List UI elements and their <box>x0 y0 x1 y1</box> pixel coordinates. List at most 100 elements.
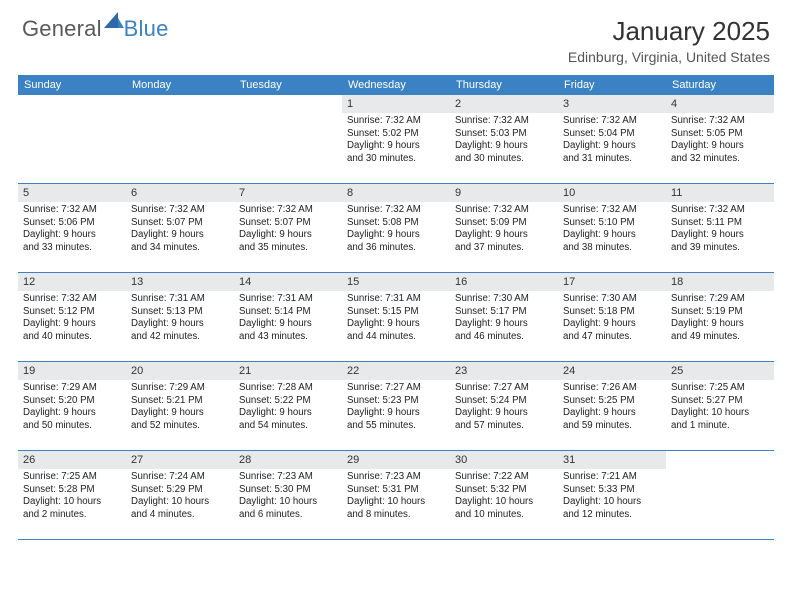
detail-line: Daylight: 9 hours <box>131 407 230 420</box>
weeks-container: 1Sunrise: 7:32 AMSunset: 5:02 PMDaylight… <box>18 95 774 540</box>
day-header: Friday <box>558 75 666 95</box>
detail-line: Daylight: 9 hours <box>671 140 770 153</box>
day-details: Sunrise: 7:32 AMSunset: 5:04 PMDaylight:… <box>558 113 666 167</box>
detail-line: Daylight: 10 hours <box>671 407 770 420</box>
detail-line: and 34 minutes. <box>131 242 230 255</box>
detail-line: Sunset: 5:19 PM <box>671 306 770 319</box>
detail-line: Sunrise: 7:32 AM <box>671 115 770 128</box>
day-details: Sunrise: 7:21 AMSunset: 5:33 PMDaylight:… <box>558 469 666 523</box>
detail-line: Daylight: 9 hours <box>671 318 770 331</box>
day-number: 17 <box>558 273 666 291</box>
empty-cell <box>234 95 342 183</box>
detail-line: Sunset: 5:30 PM <box>239 484 338 497</box>
day-number: 11 <box>666 184 774 202</box>
detail-line: Daylight: 9 hours <box>239 229 338 242</box>
day-details: Sunrise: 7:30 AMSunset: 5:17 PMDaylight:… <box>450 291 558 345</box>
detail-line: Sunrise: 7:26 AM <box>563 382 662 395</box>
detail-line: and 38 minutes. <box>563 242 662 255</box>
day-cell: 15Sunrise: 7:31 AMSunset: 5:15 PMDayligh… <box>342 273 450 361</box>
day-details: Sunrise: 7:32 AMSunset: 5:07 PMDaylight:… <box>234 202 342 256</box>
day-details: Sunrise: 7:32 AMSunset: 5:03 PMDaylight:… <box>450 113 558 167</box>
week-row: 19Sunrise: 7:29 AMSunset: 5:20 PMDayligh… <box>18 362 774 451</box>
day-details: Sunrise: 7:25 AMSunset: 5:28 PMDaylight:… <box>18 469 126 523</box>
detail-line: Sunset: 5:17 PM <box>455 306 554 319</box>
day-cell: 1Sunrise: 7:32 AMSunset: 5:02 PMDaylight… <box>342 95 450 183</box>
detail-line: and 30 minutes. <box>455 153 554 166</box>
detail-line: Sunset: 5:08 PM <box>347 217 446 230</box>
day-cell: 8Sunrise: 7:32 AMSunset: 5:08 PMDaylight… <box>342 184 450 272</box>
detail-line: Daylight: 10 hours <box>563 496 662 509</box>
day-cell: 24Sunrise: 7:26 AMSunset: 5:25 PMDayligh… <box>558 362 666 450</box>
detail-line: and 4 minutes. <box>131 509 230 522</box>
detail-line: Sunset: 5:20 PM <box>23 395 122 408</box>
detail-line: and 8 minutes. <box>347 509 446 522</box>
detail-line: Sunrise: 7:31 AM <box>347 293 446 306</box>
detail-line: Sunrise: 7:32 AM <box>347 115 446 128</box>
detail-line: Sunset: 5:11 PM <box>671 217 770 230</box>
brand-part1: General <box>22 16 102 42</box>
detail-line: Sunrise: 7:29 AM <box>131 382 230 395</box>
day-number: 21 <box>234 362 342 380</box>
day-cell: 25Sunrise: 7:25 AMSunset: 5:27 PMDayligh… <box>666 362 774 450</box>
detail-line: Daylight: 9 hours <box>23 229 122 242</box>
detail-line: and 10 minutes. <box>455 509 554 522</box>
day-details: Sunrise: 7:32 AMSunset: 5:11 PMDaylight:… <box>666 202 774 256</box>
day-cell: 4Sunrise: 7:32 AMSunset: 5:05 PMDaylight… <box>666 95 774 183</box>
detail-line: Sunrise: 7:32 AM <box>23 204 122 217</box>
detail-line: Sunrise: 7:32 AM <box>671 204 770 217</box>
day-cell: 2Sunrise: 7:32 AMSunset: 5:03 PMDaylight… <box>450 95 558 183</box>
detail-line: Sunset: 5:12 PM <box>23 306 122 319</box>
detail-line: and 32 minutes. <box>671 153 770 166</box>
day-details: Sunrise: 7:32 AMSunset: 5:08 PMDaylight:… <box>342 202 450 256</box>
detail-line: Sunset: 5:15 PM <box>347 306 446 319</box>
day-details: Sunrise: 7:29 AMSunset: 5:21 PMDaylight:… <box>126 380 234 434</box>
detail-line: Daylight: 9 hours <box>131 318 230 331</box>
day-details: Sunrise: 7:23 AMSunset: 5:31 PMDaylight:… <box>342 469 450 523</box>
detail-line: Daylight: 9 hours <box>23 407 122 420</box>
day-header: Monday <box>126 75 234 95</box>
detail-line: Sunrise: 7:25 AM <box>671 382 770 395</box>
day-cell: 6Sunrise: 7:32 AMSunset: 5:07 PMDaylight… <box>126 184 234 272</box>
detail-line: Daylight: 9 hours <box>563 140 662 153</box>
week-row: 26Sunrise: 7:25 AMSunset: 5:28 PMDayligh… <box>18 451 774 540</box>
detail-line: Sunrise: 7:29 AM <box>23 382 122 395</box>
detail-line: Daylight: 9 hours <box>347 318 446 331</box>
detail-line: Sunrise: 7:28 AM <box>239 382 338 395</box>
detail-line: Sunrise: 7:32 AM <box>455 115 554 128</box>
day-number: 23 <box>450 362 558 380</box>
day-details: Sunrise: 7:26 AMSunset: 5:25 PMDaylight:… <box>558 380 666 434</box>
day-cell: 23Sunrise: 7:27 AMSunset: 5:24 PMDayligh… <box>450 362 558 450</box>
week-row: 5Sunrise: 7:32 AMSunset: 5:06 PMDaylight… <box>18 184 774 273</box>
week-row: 1Sunrise: 7:32 AMSunset: 5:02 PMDaylight… <box>18 95 774 184</box>
day-number: 27 <box>126 451 234 469</box>
detail-line: and 43 minutes. <box>239 331 338 344</box>
day-cell: 16Sunrise: 7:30 AMSunset: 5:17 PMDayligh… <box>450 273 558 361</box>
day-number: 20 <box>126 362 234 380</box>
detail-line: Daylight: 9 hours <box>239 407 338 420</box>
day-cell: 10Sunrise: 7:32 AMSunset: 5:10 PMDayligh… <box>558 184 666 272</box>
detail-line: Sunset: 5:03 PM <box>455 128 554 141</box>
detail-line: Daylight: 9 hours <box>455 140 554 153</box>
day-number: 30 <box>450 451 558 469</box>
day-details: Sunrise: 7:29 AMSunset: 5:20 PMDaylight:… <box>18 380 126 434</box>
day-cell: 9Sunrise: 7:32 AMSunset: 5:09 PMDaylight… <box>450 184 558 272</box>
day-number: 4 <box>666 95 774 113</box>
day-headers-row: SundayMondayTuesdayWednesdayThursdayFrid… <box>18 75 774 95</box>
day-details: Sunrise: 7:32 AMSunset: 5:10 PMDaylight:… <box>558 202 666 256</box>
day-number: 13 <box>126 273 234 291</box>
day-cell: 20Sunrise: 7:29 AMSunset: 5:21 PMDayligh… <box>126 362 234 450</box>
day-number: 14 <box>234 273 342 291</box>
empty-cell <box>666 451 774 539</box>
detail-line: Sunrise: 7:31 AM <box>131 293 230 306</box>
day-cell: 5Sunrise: 7:32 AMSunset: 5:06 PMDaylight… <box>18 184 126 272</box>
day-number: 19 <box>18 362 126 380</box>
detail-line: Sunset: 5:23 PM <box>347 395 446 408</box>
brand-part2: Blue <box>124 16 169 42</box>
detail-line: Sunset: 5:09 PM <box>455 217 554 230</box>
day-cell: 14Sunrise: 7:31 AMSunset: 5:14 PMDayligh… <box>234 273 342 361</box>
day-header: Sunday <box>18 75 126 95</box>
day-header: Wednesday <box>342 75 450 95</box>
detail-line: Sunrise: 7:32 AM <box>23 293 122 306</box>
detail-line: Sunset: 5:18 PM <box>563 306 662 319</box>
day-cell: 18Sunrise: 7:29 AMSunset: 5:19 PMDayligh… <box>666 273 774 361</box>
